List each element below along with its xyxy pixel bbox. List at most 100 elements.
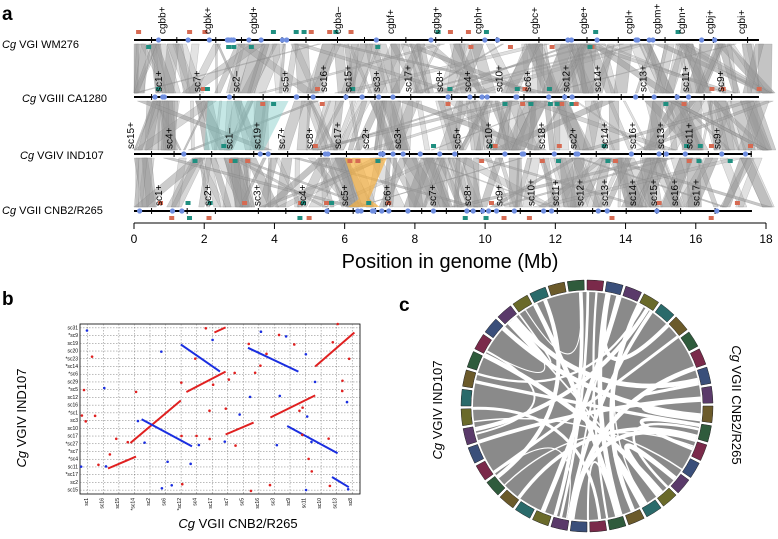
- vgiv-chr-label: sc10+: [484, 122, 495, 149]
- top-chr-label: cgbg+: [431, 6, 442, 34]
- feature-dot: [541, 208, 547, 214]
- synteny-link: [603, 157, 632, 208]
- chromosome-labels: cgbb+ cgbk+ cgbd+ cgba– cgbf+ cgbg+ cgbh+ cgbc+…: [126, 4, 748, 206]
- synteny-link: [757, 43, 773, 94]
- feature-block: [169, 216, 175, 220]
- feature-block: [447, 30, 453, 34]
- feature-dot: [513, 94, 519, 100]
- synteny-link: [686, 157, 702, 208]
- vgii-chr-label: sc16+: [670, 179, 681, 206]
- feature-dot: [224, 37, 230, 43]
- feature-block: [483, 30, 489, 34]
- dotplot-x-tick: sc1: [84, 498, 90, 506]
- x-axis-tick-label: 16: [689, 232, 703, 246]
- feature-dot: [502, 151, 508, 157]
- dotplot-dot: [292, 343, 296, 346]
- synteny-link: [640, 157, 656, 208]
- dotplot-y-tick: sc15: [67, 488, 78, 494]
- feature-dot: [152, 94, 158, 100]
- circos-segment: [604, 281, 624, 296]
- circos-segment: [460, 388, 473, 407]
- synteny-link: [158, 100, 166, 151]
- dotplot-dot: [310, 470, 314, 473]
- dotplot-segment: [107, 455, 137, 470]
- circos-ribbon-gap: [553, 292, 584, 516]
- vgiii-chr-label: sc14+: [593, 65, 604, 92]
- feature-block: [245, 159, 251, 163]
- dotplot-y-tick: sc3: [70, 418, 78, 424]
- dotplot-x-tick: sc13: [333, 498, 339, 509]
- genome-label-vgiv: Cg VGIV IND107: [20, 150, 104, 162]
- genome-label-vgii: Cg VGII CNB2/R265: [2, 205, 103, 217]
- synteny-link: [188, 43, 222, 94]
- inversion-highlight-orange-base: [348, 199, 380, 207]
- feature-dot: [486, 208, 492, 214]
- feature-dot: [437, 151, 443, 157]
- feature-dot: [379, 208, 385, 214]
- dotplot-dot: [208, 409, 211, 413]
- vgiv-chr-label: sc11+: [684, 123, 695, 149]
- vgii-chr-label: sc8+: [463, 184, 474, 206]
- dotplot-dot: [204, 326, 208, 330]
- dotplot-segment: [129, 399, 182, 444]
- vgiv-chr-label: sc15+: [126, 122, 137, 149]
- synteny-link: [454, 157, 461, 208]
- top-chr-label: cgbj+: [705, 10, 716, 34]
- dotplot-dot: [143, 441, 146, 444]
- circos-segment: [641, 499, 662, 518]
- dotplot-y-tick: sc2: [70, 480, 78, 486]
- circos-segment: [515, 501, 535, 519]
- feature-dot: [430, 208, 437, 214]
- circos-segment: [484, 318, 504, 339]
- synteny-link: [608, 100, 620, 151]
- feature-block: [431, 144, 437, 148]
- dotplot-dot: [79, 465, 83, 468]
- synteny-link: [539, 157, 561, 208]
- dotplot-dot: [211, 338, 214, 342]
- synteny-link: [133, 43, 157, 94]
- dotplot-dot: [224, 407, 228, 410]
- vgii-chr-label: sc15+: [649, 179, 660, 206]
- feature-dot: [650, 37, 656, 43]
- dotplot-dot: [304, 352, 308, 356]
- synteny-link: [422, 157, 450, 208]
- feature-dot: [575, 151, 581, 157]
- feature-block: [329, 201, 335, 205]
- dotplot-x-tick: *sc12: [177, 498, 183, 511]
- feature-block: [324, 201, 330, 205]
- circos-segment: [680, 331, 699, 352]
- vgiii-chr-label: sc16+: [319, 65, 330, 92]
- circos-segment: [607, 516, 627, 531]
- feature-dot: [685, 94, 692, 100]
- feature-block: [206, 216, 212, 220]
- synteny-link: [570, 43, 589, 94]
- circos-ribbon-gap: [559, 291, 590, 518]
- synteny-link: [492, 100, 513, 151]
- dotplot-dot: [248, 395, 252, 399]
- feature-block: [663, 102, 669, 106]
- feature-dot: [635, 37, 641, 43]
- vgii-chr-label: sc7+: [428, 184, 439, 206]
- vgiv-chr-label: sc1–: [224, 127, 235, 149]
- feature-block: [366, 201, 372, 205]
- feature-block: [549, 45, 555, 49]
- dotplot-y-tick: *sc6: [68, 372, 78, 378]
- vgii-chr-label: sc1+: [154, 184, 165, 206]
- circos-segment: [589, 520, 607, 533]
- top-chr-label: cgba–: [333, 6, 344, 34]
- synteny-link: [700, 100, 713, 151]
- vgiv-chr-label: sc7+: [277, 127, 288, 149]
- synteny-link: [742, 43, 764, 94]
- feature-block: [462, 216, 468, 220]
- x-axis-label: Position in genome (Mb): [342, 251, 559, 273]
- synteny-link: [674, 157, 714, 208]
- circos-segment: [625, 509, 645, 526]
- feature-block: [554, 102, 560, 106]
- circos-ribbon-gap: [508, 322, 658, 497]
- dotplot-segment: [314, 331, 356, 368]
- synteny-link: [190, 100, 195, 151]
- circos-segment: [466, 351, 483, 371]
- feature-block: [479, 159, 485, 163]
